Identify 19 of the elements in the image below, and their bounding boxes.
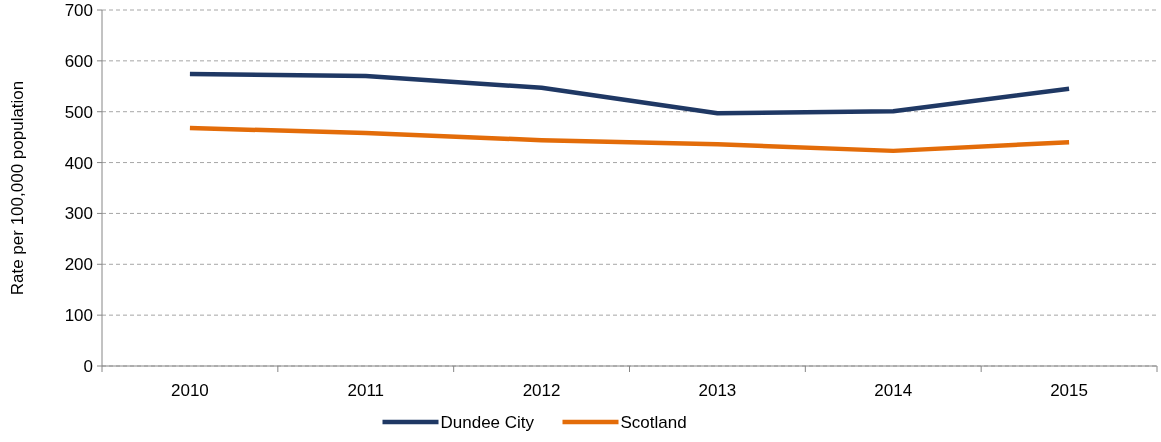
x-tick-label: 2013 xyxy=(698,381,737,400)
legend-label: Scotland xyxy=(620,413,687,432)
x-tick-label: 2010 xyxy=(171,381,209,400)
line-series xyxy=(187,71,1072,116)
y-tick-label: 0 xyxy=(83,356,93,376)
x-tick-label: 2012 xyxy=(522,381,561,400)
line-series xyxy=(187,125,1072,154)
y-tick-label: 600 xyxy=(64,51,93,71)
legend-label: Dundee City xyxy=(440,413,535,432)
y-tick-label: 300 xyxy=(64,204,93,224)
x-tick-label: 2015 xyxy=(1050,381,1088,400)
y-axis-title: Rate per 100,000 population xyxy=(8,80,27,296)
x-tick-label: 2014 xyxy=(874,381,913,400)
y-tick-label: 500 xyxy=(64,102,93,122)
y-tick-label: 400 xyxy=(64,153,93,173)
y-tick-label: 100 xyxy=(64,306,93,326)
y-tick-label: 200 xyxy=(64,255,93,275)
x-tick-label: 2011 xyxy=(347,381,385,400)
y-tick-label: 700 xyxy=(64,0,93,20)
